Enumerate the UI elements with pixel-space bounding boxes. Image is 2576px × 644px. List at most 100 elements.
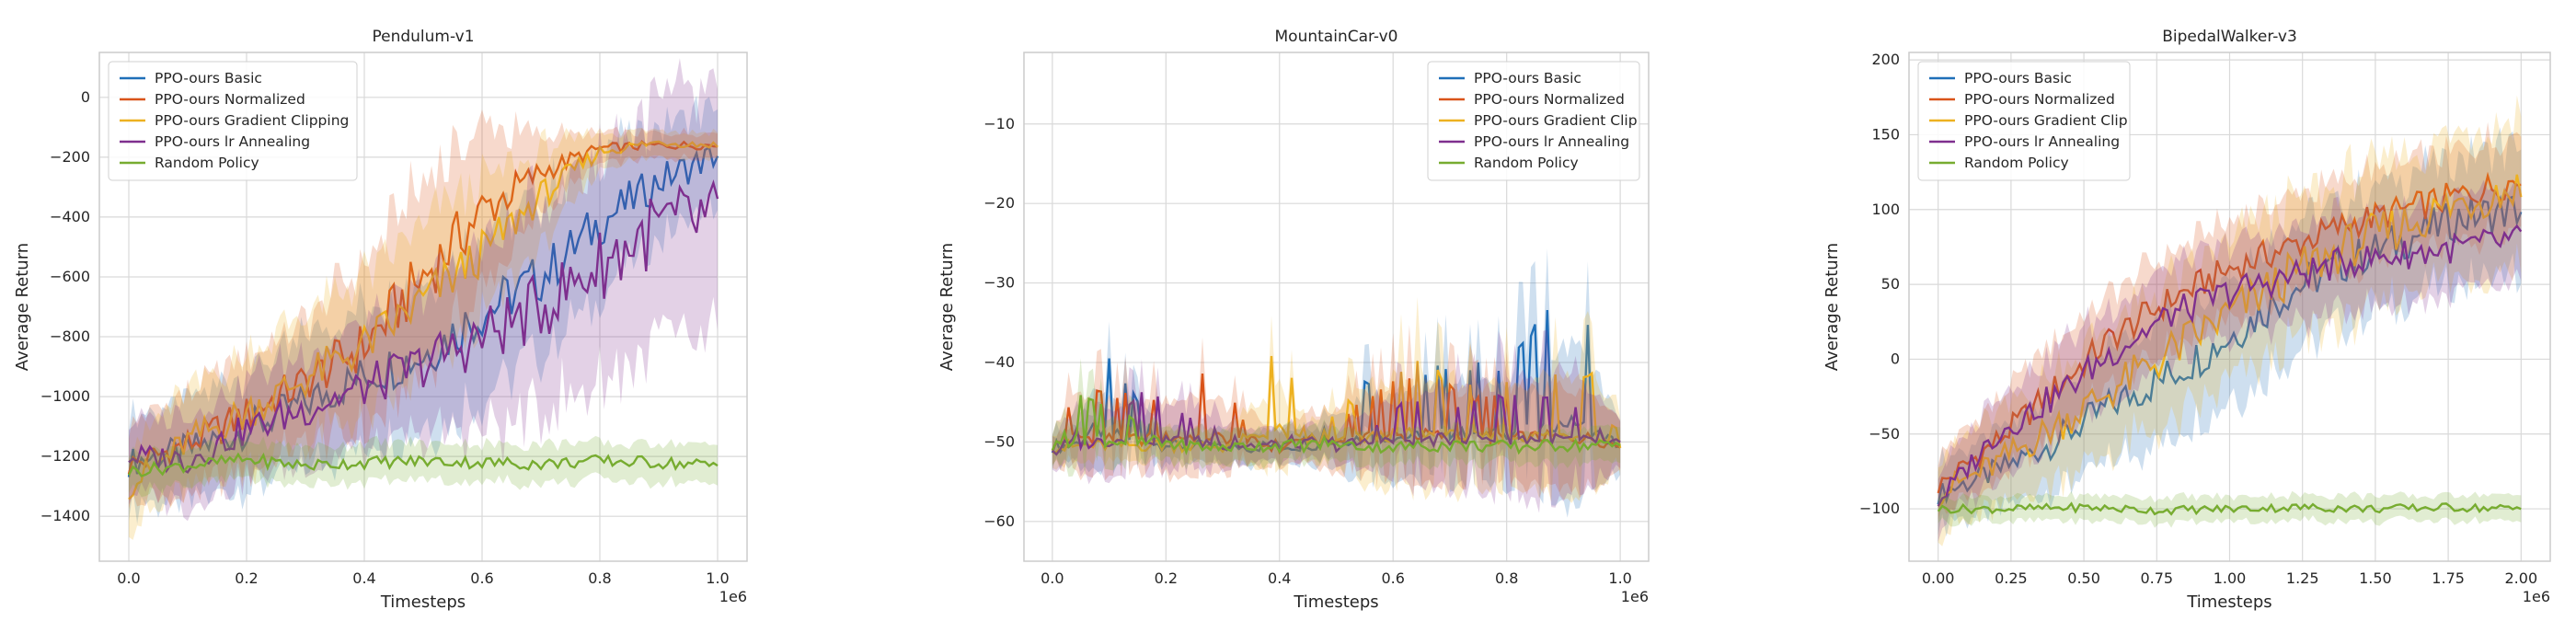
plot-frame xyxy=(1023,52,1650,562)
series-band xyxy=(1938,121,2522,521)
series-band xyxy=(1052,248,1621,518)
legend-label: PPO-ours Basic xyxy=(1474,70,1581,86)
series-band xyxy=(1938,95,2522,546)
y-tick-label: 100 xyxy=(1871,201,1900,218)
x-offset-label: 1e6 xyxy=(719,588,747,605)
y-tick-label: −600 xyxy=(50,268,90,285)
plot-frame xyxy=(1908,52,2551,562)
series-band xyxy=(1938,127,2522,537)
legend-label: PPO-ours lr Annealing xyxy=(1474,133,1629,150)
x-tick-label: 0.50 xyxy=(2067,569,2100,587)
x-tick-label: 0.4 xyxy=(1268,569,1291,587)
x-tick-label: 1.0 xyxy=(706,569,729,587)
series-band xyxy=(1938,179,2522,542)
x-tick-label: 1.25 xyxy=(2286,569,2319,587)
legend-label: PPO-ours Normalized xyxy=(1474,91,1625,108)
series-line xyxy=(1937,501,2522,516)
series-band xyxy=(129,435,718,498)
x-tick-label: 0.8 xyxy=(1495,569,1518,587)
legend-box xyxy=(1917,61,2131,181)
series-band xyxy=(129,128,718,540)
x-offset-label: 1e6 xyxy=(1621,588,1649,605)
y-tick-label: 0 xyxy=(1891,350,1900,367)
series-band xyxy=(1938,490,2522,528)
y-tick-label: −200 xyxy=(50,148,90,166)
x-axis-label: Timesteps xyxy=(380,592,466,612)
y-tick-label: −60 xyxy=(983,512,1015,530)
legend-label: PPO-ours Gradient Clip xyxy=(1474,112,1638,129)
series-band xyxy=(1052,325,1621,499)
y-tick-label: −1200 xyxy=(40,447,90,465)
x-tick-label: 0.0 xyxy=(117,569,140,587)
chart-title: Pendulum-v1 xyxy=(372,28,474,46)
legend-label: Random Policy xyxy=(1964,155,2069,171)
legend-label: PPO-ours Normalized xyxy=(155,91,305,108)
series-line xyxy=(1937,194,2523,505)
x-offset-label: 1e6 xyxy=(2523,588,2550,605)
series-line xyxy=(1937,171,2522,494)
y-tick-label: −1400 xyxy=(40,507,90,524)
series-band xyxy=(1052,296,1621,503)
chart-mountaincar: 0.0 0.2 0.4 0.6 0.8 1.0 −60 −50 −40 −30 −20 −10 Moun… xyxy=(937,28,1650,612)
legend-label: Random Policy xyxy=(155,155,259,171)
x-tick-label: 0.75 xyxy=(2140,569,2173,587)
series-line xyxy=(1051,395,1621,456)
x-tick-label: 0.4 xyxy=(352,569,375,587)
y-tick-label: −40 xyxy=(983,353,1015,371)
series-line xyxy=(127,452,719,477)
x-tick-label: 0.00 xyxy=(1922,569,1955,587)
series-line xyxy=(128,140,719,500)
series-line xyxy=(127,140,719,475)
legend-box xyxy=(1427,61,1640,181)
y-tick-label: −20 xyxy=(983,194,1015,212)
chart-title: BipedalWalker-v3 xyxy=(2162,28,2297,46)
chart-title: MountainCar-v0 xyxy=(1275,28,1398,46)
chart-pendulum: 0.0 0.2 0.4 0.6 0.8 1.0 −1400 −1200 −1000 −800 −60… xyxy=(13,28,748,612)
series-band xyxy=(129,58,718,522)
plot-frame xyxy=(98,52,748,562)
y-tick-label: −50 xyxy=(983,432,1015,450)
x-tick-label: 0.6 xyxy=(470,569,493,587)
legend-label: PPO-ours Basic xyxy=(1964,70,2072,86)
y-tick-label: −400 xyxy=(50,208,90,225)
x-tick-label: 0.2 xyxy=(235,569,258,587)
x-tick-label: 2.00 xyxy=(2505,569,2538,587)
legend-label: PPO-ours lr Annealing xyxy=(1964,133,2120,150)
y-axis-label: Average Return xyxy=(937,243,957,371)
y-tick-label: 0 xyxy=(81,88,90,106)
y-axis-label: Average Return xyxy=(1823,243,1842,371)
series-line xyxy=(128,178,719,474)
series-band xyxy=(1052,329,1621,513)
y-tick-label: 150 xyxy=(1871,125,1900,143)
y-tick-label: −10 xyxy=(983,115,1015,132)
x-tick-label: 1.75 xyxy=(2432,569,2465,587)
y-tick-label: 50 xyxy=(1881,275,1900,293)
x-tick-label: 0.0 xyxy=(1041,569,1064,587)
legend-label: PPO-ours Gradient Clip xyxy=(1964,112,2128,129)
x-axis-label: Timesteps xyxy=(2186,592,2271,612)
legend-label: PPO-ours Basic xyxy=(155,70,262,86)
legend-label: PPO-ours lr Annealing xyxy=(155,133,310,150)
legend-label: Random Policy xyxy=(1474,155,1579,171)
x-tick-label: 0.25 xyxy=(1995,569,2028,587)
x-tick-label: 1.50 xyxy=(2359,569,2392,587)
x-axis-label: Timesteps xyxy=(1293,592,1378,612)
y-axis-label: Average Return xyxy=(13,243,32,371)
y-tick-label: −800 xyxy=(50,328,90,345)
y-tick-label: 200 xyxy=(1871,51,1900,68)
legend-label: PPO-ours Normalized xyxy=(1964,91,2115,108)
x-tick-label: 0.6 xyxy=(1382,569,1405,587)
x-tick-label: 0.8 xyxy=(588,569,611,587)
chart-bipedalwalker: 0.00 0.25 0.50 0.75 1.00 1.25 1.50 1.75 2.00 −100… xyxy=(1823,28,2551,612)
series-line xyxy=(1937,224,2523,507)
x-tick-label: 1.00 xyxy=(2214,569,2247,587)
legend-box xyxy=(108,61,358,181)
y-tick-label: −1000 xyxy=(40,387,90,405)
series-line xyxy=(127,145,719,477)
y-tick-label: −100 xyxy=(1859,500,1900,517)
legend-label: PPO-ours Gradient Clipping xyxy=(155,112,349,129)
y-tick-label: −30 xyxy=(983,274,1015,292)
x-tick-label: 1.0 xyxy=(1608,569,1631,587)
y-tick-label: −50 xyxy=(1869,425,1900,443)
